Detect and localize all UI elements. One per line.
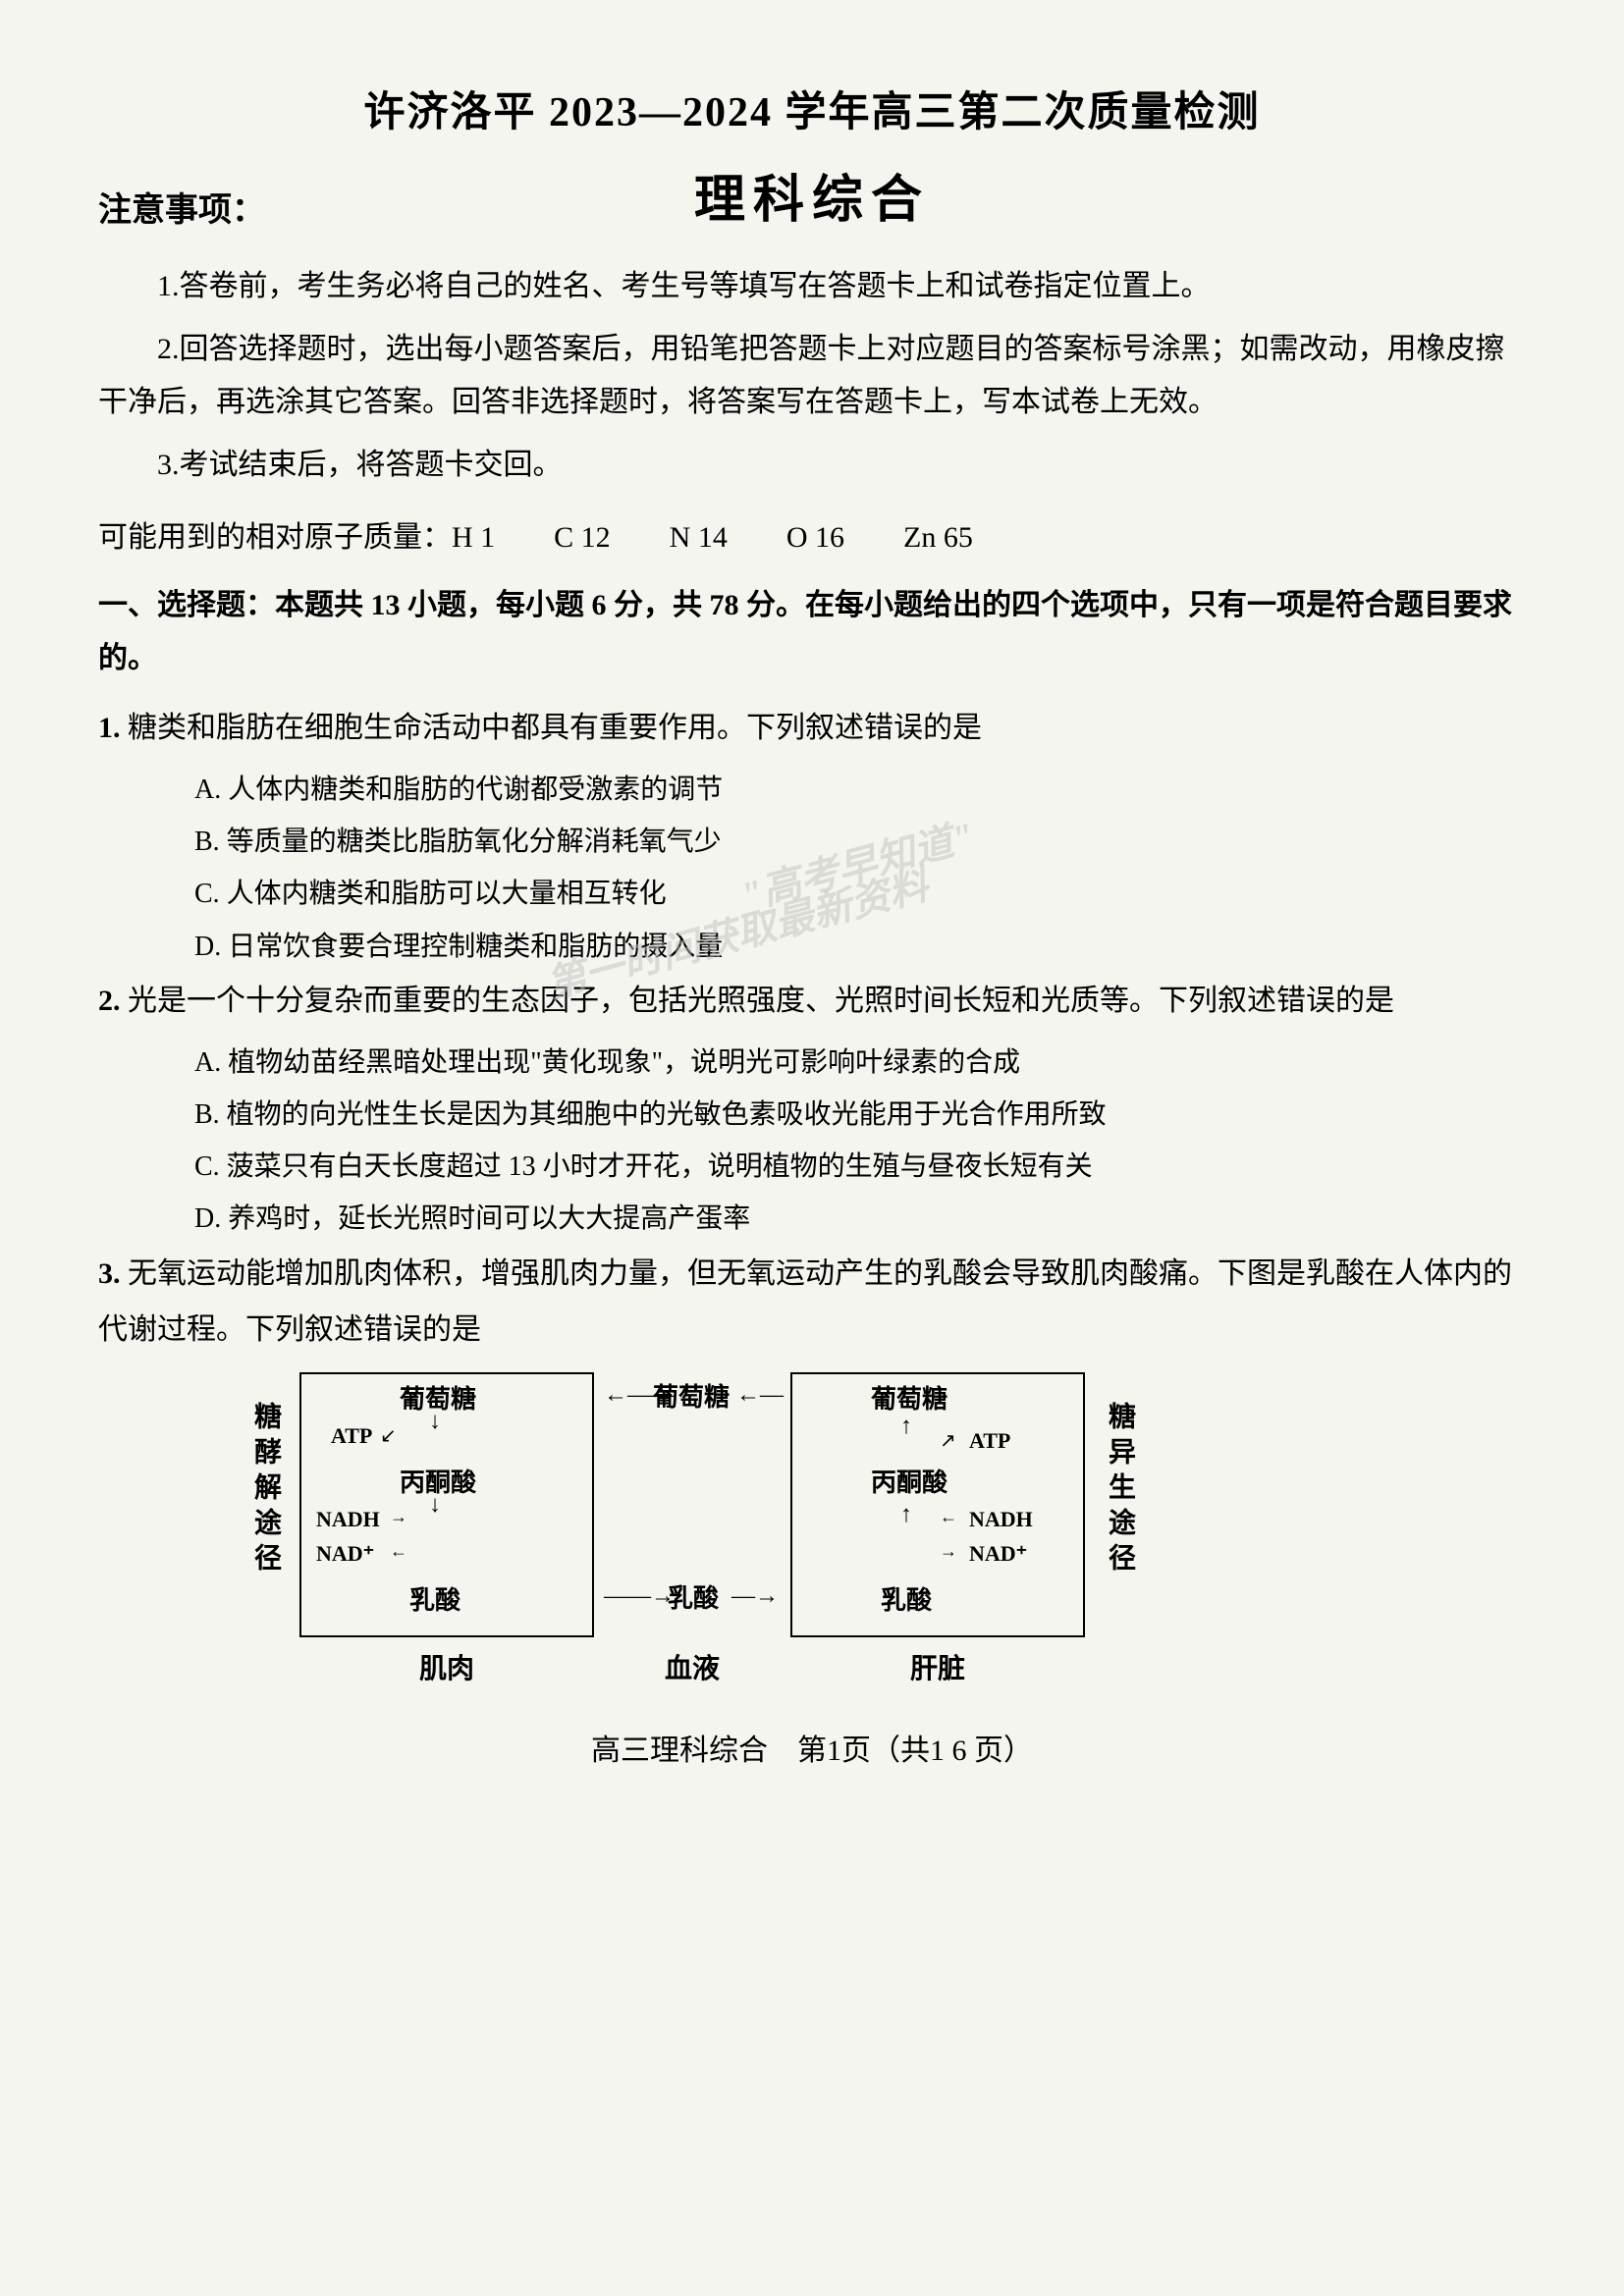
liver-pyruvate: 丙酮酸 — [871, 1463, 947, 1499]
diagram-boxes: 葡萄糖 ↓ ATP ↙ 丙酮酸 ↓ NADH → NAD⁺ ← 乳酸 肌肉 ←—… — [299, 1372, 1085, 1686]
liver-glucose: 葡萄糖 — [871, 1379, 947, 1415]
glycolysis-pathway-label: 糖酵解途径 — [245, 1402, 285, 1578]
gluconeogenesis-pathway-label: 糖异生途径 — [1100, 1402, 1139, 1578]
arrow-down-1: ↓ — [429, 1409, 441, 1435]
arrow-up-2: ↑ — [900, 1502, 912, 1528]
blood-lactate: 乳酸 — [668, 1578, 719, 1615]
liver-nad: NAD⁺ — [969, 1541, 1027, 1567]
question-1-option-c: C. 人体内糖类和脂肪可以大量相互转化 — [194, 868, 1526, 920]
muscle-box: 葡萄糖 ↓ ATP ↙ 丙酮酸 ↓ NADH → NAD⁺ ← 乳酸 — [299, 1372, 594, 1637]
atomic-mass-reference: 可能用到的相对原子质量：H 1 C 12 N 14 O 16 Zn 65 — [98, 511, 1526, 564]
notice-item-1: 1.答卷前，考生务必将自己的姓名、考生号等填写在答题卡上和试卷指定位置上。 — [98, 260, 1526, 313]
question-1-option-b: B. 等质量的糖类比脂肪氧化分解消耗氧气少 — [194, 816, 1526, 868]
arrow-atp-2: ↗ — [940, 1428, 956, 1453]
question-1-option-a: A. 人体内糖类和脂肪的代谢都受激素的调节 — [194, 764, 1526, 816]
blood-middle-wrapper: ←—— 葡萄糖 ←— ——→ 乳酸 —→ 血液 — [594, 1372, 790, 1686]
lactate-metabolism-diagram: 糖酵解途径 葡萄糖 ↓ ATP ↙ 丙酮酸 ↓ NADH → NAD⁺ ← 乳酸… — [245, 1372, 1526, 1686]
liver-box-wrapper: 葡萄糖 ↑ ATP ↗ 丙酮酸 ↑ NADH ← NAD⁺ → 乳酸 肝脏 — [790, 1372, 1085, 1686]
question-1-option-d: D. 日常饮食要合理控制糖类和脂肪的摄入量 — [194, 921, 1526, 973]
liver-lactate: 乳酸 — [881, 1580, 932, 1617]
arrow-nadh-2: ← — [940, 1507, 957, 1527]
blood-middle: ←—— 葡萄糖 ←— ——→ 乳酸 —→ — [594, 1372, 790, 1637]
question-1-num: 1. — [98, 712, 121, 744]
blood-label: 血液 — [665, 1647, 720, 1686]
arrow-nadh-1: → — [390, 1507, 407, 1527]
blood-glucose: 葡萄糖 — [653, 1377, 730, 1414]
page-footer: 高三理科综合 第1页（共1 6 页） — [98, 1726, 1526, 1769]
question-2-option-d: D. 养鸡时，延长光照时间可以大大提高产蛋率 — [194, 1193, 1526, 1245]
question-1: 1. 糖类和脂肪在细胞生命活动中都具有重要作用。下列叙述错误的是 — [98, 700, 1526, 756]
muscle-box-wrapper: 葡萄糖 ↓ ATP ↙ 丙酮酸 ↓ NADH → NAD⁺ ← 乳酸 肌肉 — [299, 1372, 594, 1686]
question-2-option-c: C. 菠菜只有白天长度超过 13 小时才开花，说明植物的生殖与昼夜长短有关 — [194, 1141, 1526, 1193]
liver-atp: ATP — [969, 1428, 1010, 1454]
question-2-stem: 光是一个十分复杂而重要的生态因子，包括光照强度、光照时间长短和光质等。下列叙述错… — [128, 985, 1394, 1017]
notice-item-3: 3.考试结束后，将答题卡交回。 — [98, 439, 1526, 492]
question-3: 3. 无氧运动能增加肌肉体积，增强肌肉力量，但无氧运动产生的乳酸会导致肌肉酸痛。… — [98, 1246, 1526, 1358]
muscle-nad: NAD⁺ — [316, 1541, 374, 1567]
arrow-glucose-right: ←— — [736, 1382, 784, 1409]
exam-title: 许济洛平 2023—2024 学年高三第二次质量检测 — [98, 79, 1526, 138]
liver-box: 葡萄糖 ↑ ATP ↗ 丙酮酸 ↑ NADH ← NAD⁺ → 乳酸 — [790, 1372, 1085, 1637]
question-2-option-a: A. 植物幼苗经黑暗处理出现"黄化现象"，说明光可影响叶绿素的合成 — [194, 1037, 1526, 1089]
question-2-option-b: B. 植物的向光性生长是因为其细胞中的光敏色素吸收光能用于光合作用所致 — [194, 1089, 1526, 1141]
notice-item-2: 2.回答选择题时，选出每小题答案后，用铅笔把答题卡上对应题目的答案标号涂黑；如需… — [98, 323, 1526, 429]
arrow-lactate-left: ——→ — [604, 1583, 675, 1610]
arrow-atp-1: ↙ — [380, 1423, 397, 1448]
arrow-lactate-right: —→ — [731, 1583, 779, 1610]
muscle-lactate: 乳酸 — [409, 1580, 460, 1617]
question-3-stem: 无氧运动能增加肌肉体积，增强肌肉力量，但无氧运动产生的乳酸会导致肌肉酸痛。下图是… — [98, 1257, 1512, 1346]
muscle-atp: ATP — [331, 1423, 372, 1449]
muscle-nadh: NADH — [316, 1507, 380, 1532]
arrow-down-2: ↓ — [429, 1492, 441, 1519]
muscle-label: 肌肉 — [419, 1647, 474, 1686]
arrow-nad-2: → — [940, 1541, 957, 1562]
liver-nadh: NADH — [969, 1507, 1033, 1532]
question-3-num: 3. — [98, 1257, 121, 1290]
arrow-nad-1: ← — [390, 1541, 407, 1562]
section-1-header: 一、选择题：本题共 13 小题，每小题 6 分，共 78 分。在每小题给出的四个… — [98, 579, 1526, 685]
liver-label: 肝脏 — [910, 1647, 965, 1686]
question-1-stem: 糖类和脂肪在细胞生命活动中都具有重要作用。下列叙述错误的是 — [128, 712, 982, 744]
question-2: 2. 光是一个十分复杂而重要的生态因子，包括光照强度、光照时间长短和光质等。下列… — [98, 973, 1526, 1029]
arrow-up-1: ↑ — [900, 1414, 912, 1440]
question-2-num: 2. — [98, 985, 121, 1017]
